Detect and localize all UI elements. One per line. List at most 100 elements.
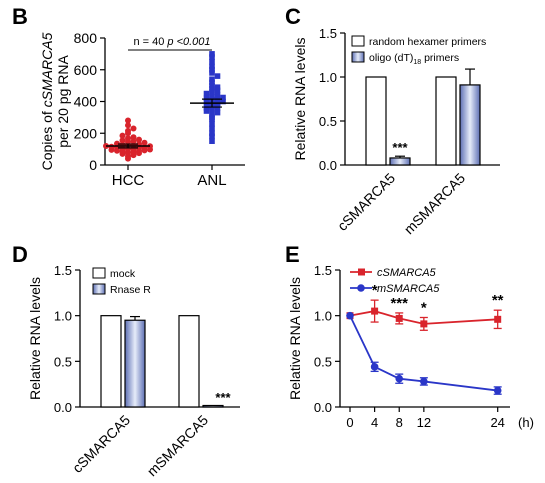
anl-data-point [209,120,215,127]
y-tick-label: 1.0 [319,70,337,85]
y-axis-label-line1: Copies of cSMARCA5 [39,32,55,170]
anl-data-point [203,99,210,106]
bar [435,76,457,166]
x-tick-label: mSMARCA5 [401,170,469,238]
anl-data-point [209,89,215,95]
x-axis-unit-label: (h) [518,415,534,430]
y-axis-label: Relative RNA levels [287,277,303,400]
legend-label: Rnase R [110,284,151,296]
y-tick-label: 0.0 [319,158,337,173]
panel-letter-e: E [285,242,300,267]
y-tick-label: 0.5 [319,114,337,129]
y-tick-label: 1.0 [54,309,72,324]
hcc-data-point [125,135,131,142]
hcc-data-point [119,137,126,144]
x-tick-label: HCC [112,172,145,189]
hcc-data-point [119,132,126,139]
hcc-data-point [136,136,142,143]
panel-c-bar-chart: 0.0 0.5 1.0 1.5 Relative RNA levels cSMARCA5 m… [292,26,500,237]
hcc-data-point [141,139,148,146]
y-tick-label: 0.5 [314,354,332,369]
significance-annotation: n = 40 p <0.001 [133,36,210,48]
legend-label: mSMARCA5 [377,283,440,295]
y-axis-label-line2: per 20 pg RNA [55,55,71,148]
y-tick-label: 800 [74,30,98,46]
y-tick-label: 0 [89,157,97,173]
y-axis-label: Relative RNA levels [27,277,43,400]
bar [178,315,200,408]
anl-data-point [209,82,215,89]
csmarca5-data-point [371,307,379,315]
legend-swatch [92,283,106,295]
significance-stars: * [372,282,378,299]
anl-data-point [209,93,215,100]
y-tick-label: 0.0 [54,400,72,415]
anl-data-point [203,105,210,111]
bar [459,84,481,166]
msmarca5-data-point [493,386,502,395]
legend-marker [358,268,365,276]
anl-data-point [209,138,215,144]
panel-b-scatter-chart: 0 200 400 600 800 HCC ANL Copies of cSMARCA5 per… [39,30,245,189]
significance-stars: *** [215,390,231,405]
x-tick-label: 0 [346,415,353,430]
anl-data-point [209,51,215,57]
significance-stars: ** [492,292,504,309]
msmarca5-data-point [370,363,379,371]
anl-data-point [203,90,210,97]
y-axis-label: Relative RNA levels [292,38,308,161]
legend-swatch [351,51,365,63]
bar [389,157,411,166]
anl-data-point [203,108,210,114]
anl-data-point [209,63,215,70]
anl-data-point [214,87,221,94]
anl-data-point [220,98,226,105]
msmarca5-data-point [395,374,404,383]
y-tick-label: 600 [74,62,98,78]
legend-swatch [351,35,365,47]
x-tick-label: ANL [197,172,226,189]
x-tick-label: cSMARCA5 [69,412,133,476]
anl-data-point [209,114,215,121]
anl-data-point [214,97,221,103]
anl-data-point [214,84,221,91]
hcc-data-point [114,140,120,147]
legend-label: mock [110,268,136,280]
y-tick-label: 0.0 [314,400,332,415]
y-tick-label: 0.5 [54,354,72,369]
hcc-data-point [130,134,137,141]
y-tick-label: 1.0 [314,309,332,324]
bar [365,76,387,166]
legend-swatch [92,267,106,279]
hcc-data-point [125,122,131,129]
anl-data-point [214,105,221,111]
legend-label: oligo (dT)18 primers [369,52,459,66]
x-tick-label: 4 [371,415,378,430]
significance-stars: *** [392,140,408,155]
anl-data-point [209,125,215,132]
csmarca5-data-point [420,320,428,328]
anl-data-point [214,109,221,116]
anl-data-point [203,95,210,102]
legend-label: cSMARCA5 [377,267,437,279]
panel-letter-b: B [12,4,28,29]
y-tick-label: 1.5 [54,263,72,278]
x-tick-label: cSMARCA5 [334,170,398,234]
legend-label: random hexamer primers [369,36,486,48]
bar [124,319,146,408]
anl-data-point [209,54,215,60]
x-tick-label: 12 [417,415,431,430]
panel-letter-c: C [285,4,301,29]
anl-data-point [209,106,215,113]
anl-data-point [209,76,215,83]
anl-data-point [214,92,221,98]
panel-e-line-chart: 0.0 0.5 1.0 1.5 0 4 8 12 24 (h) Relative RNA level… [287,263,534,430]
anl-data-point [209,70,215,76]
x-tick-label: 24 [490,415,504,430]
anl-data-point [209,86,215,92]
anl-data-point [209,133,215,140]
hcc-data-point [125,127,131,134]
x-tick-label: mSMARCA5 [144,412,212,480]
